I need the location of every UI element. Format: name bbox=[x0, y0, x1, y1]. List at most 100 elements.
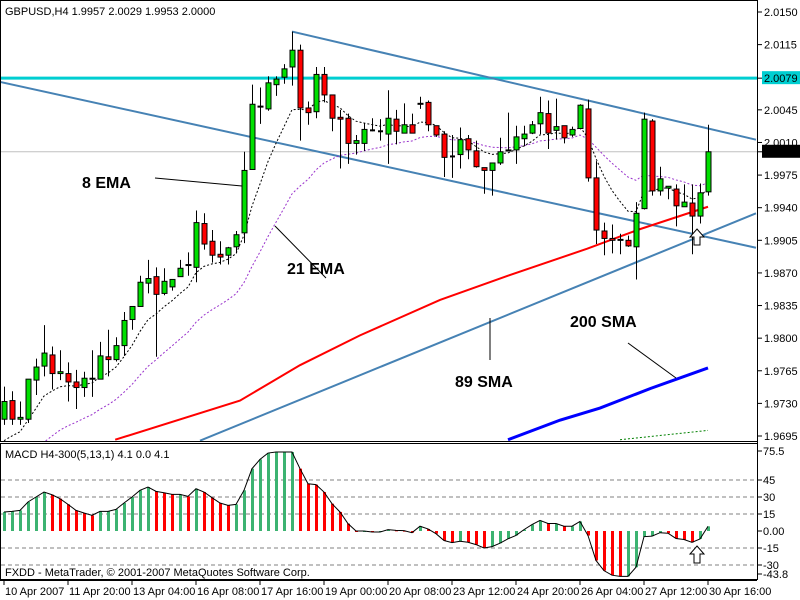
candle-bull-body bbox=[233, 234, 240, 248]
macd-bar bbox=[683, 531, 686, 540]
price-tick-label: 2.0150 bbox=[764, 7, 798, 19]
candle-bear-body bbox=[337, 116, 344, 120]
up-arrow-icon bbox=[688, 545, 706, 564]
candle bbox=[657, 166, 664, 196]
candle-bear-body bbox=[153, 276, 160, 295]
candle bbox=[489, 162, 496, 196]
candle-bull-body bbox=[273, 78, 280, 86]
candle bbox=[153, 267, 160, 357]
candle-bull-body bbox=[81, 377, 88, 389]
macd-header: MACD H4-300(5,13,1) 4.1 0.0 4.1 bbox=[5, 449, 169, 461]
candle-bull-body bbox=[177, 267, 184, 278]
price-tick-label: 1.9835 bbox=[764, 301, 798, 313]
candle-bull-body bbox=[57, 371, 64, 375]
macd-bar bbox=[691, 531, 694, 543]
macd-bar bbox=[643, 531, 646, 537]
candle bbox=[313, 66, 320, 119]
candle-bull-body bbox=[665, 185, 672, 189]
candle bbox=[665, 185, 672, 200]
candle-bear-body bbox=[433, 125, 440, 136]
candle-bear-body bbox=[409, 124, 416, 134]
macd-bar bbox=[275, 452, 278, 531]
macd-bar bbox=[91, 515, 94, 531]
candle-bull-body bbox=[489, 162, 496, 171]
macd-bar bbox=[115, 509, 118, 531]
macd-bar bbox=[171, 494, 174, 531]
candle-bear-body bbox=[305, 107, 312, 114]
macd-bar bbox=[427, 528, 430, 531]
candle bbox=[393, 109, 400, 145]
candle-bull-body bbox=[385, 117, 392, 135]
macd-bar bbox=[579, 521, 582, 531]
candle-bull-body bbox=[145, 278, 152, 284]
price-tick-label: 1.9940 bbox=[764, 203, 798, 215]
candle bbox=[370, 118, 375, 132]
macd-bar bbox=[387, 529, 390, 531]
macd-bar bbox=[323, 492, 326, 531]
candle-bear-body bbox=[105, 356, 112, 361]
macd-panel[interactable] bbox=[0, 443, 758, 580]
candle-bull-body bbox=[17, 416, 24, 420]
candle-bull-body bbox=[521, 133, 528, 140]
candle-bull-body bbox=[417, 102, 424, 105]
candle bbox=[481, 167, 488, 194]
candle-bear-body bbox=[65, 373, 72, 383]
macd-bar bbox=[43, 492, 46, 531]
macd-bar bbox=[523, 529, 526, 531]
macd-bar bbox=[651, 531, 654, 537]
candle bbox=[497, 137, 504, 165]
candle bbox=[673, 184, 680, 227]
candle bbox=[465, 135, 472, 160]
candle bbox=[233, 230, 240, 254]
macd-bar bbox=[107, 511, 110, 531]
candle bbox=[137, 275, 144, 307]
candle-bear-body bbox=[593, 177, 600, 231]
macd-bar bbox=[147, 487, 150, 531]
annotation-21-ema: 21 EMA bbox=[287, 261, 345, 278]
copyright-text: FXDD - MetaTrader, © 2001-2007 MetaQuote… bbox=[5, 567, 310, 579]
macd-bar bbox=[59, 498, 62, 531]
macd-bar bbox=[67, 504, 70, 531]
annotation-8-ema: 8 EMA bbox=[82, 175, 131, 192]
candle bbox=[561, 125, 568, 144]
macd-bar bbox=[259, 459, 262, 531]
price-label-highlight bbox=[762, 144, 800, 158]
macd-bar bbox=[555, 523, 558, 531]
price-panel[interactable] bbox=[0, 0, 758, 442]
price-tick-label: 2.0079 bbox=[764, 73, 798, 85]
price-tick-label: 2.0115 bbox=[764, 40, 797, 52]
candle bbox=[513, 125, 520, 164]
macd-bar bbox=[19, 510, 22, 531]
candle-bull-body bbox=[1, 401, 8, 420]
macd-tick-label: 45 bbox=[763, 475, 775, 487]
candle-bull-body bbox=[697, 192, 704, 217]
candle-bull-body bbox=[353, 140, 360, 144]
time-tick-label: 23 Apr 12:00 bbox=[453, 586, 515, 598]
candle bbox=[185, 252, 192, 276]
macd-bar bbox=[219, 503, 222, 531]
price-tick-label: 1.9905 bbox=[764, 235, 798, 247]
macd-bar bbox=[507, 531, 510, 539]
candle bbox=[409, 113, 416, 134]
price-tick-label: 1.9765 bbox=[764, 366, 798, 378]
candle bbox=[297, 44, 304, 141]
macd-bar bbox=[267, 453, 270, 531]
time-tick-label: 24 Apr 20:00 bbox=[517, 586, 579, 598]
candle bbox=[161, 268, 168, 296]
candle-bear-body bbox=[481, 167, 488, 171]
candle bbox=[73, 369, 80, 409]
candle-bull-body bbox=[313, 73, 320, 113]
candle bbox=[257, 87, 264, 124]
annotation-pointer-21-ema bbox=[274, 225, 327, 279]
macd-bar bbox=[51, 494, 54, 531]
macd-bar bbox=[499, 531, 502, 544]
candle bbox=[305, 101, 312, 125]
candle bbox=[473, 140, 480, 168]
time-tick-label: 10 Apr 2007 bbox=[5, 586, 64, 598]
macd-bar bbox=[659, 531, 662, 533]
macd-bar bbox=[539, 520, 542, 531]
macd-bar bbox=[491, 531, 494, 547]
candle-bull-body bbox=[241, 169, 248, 234]
